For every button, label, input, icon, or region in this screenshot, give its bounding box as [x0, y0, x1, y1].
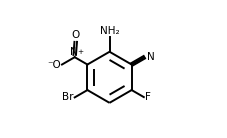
Text: +: +: [77, 49, 83, 55]
Text: N: N: [146, 52, 154, 62]
Text: ⁻O: ⁻O: [47, 59, 60, 70]
Text: Br: Br: [61, 92, 73, 102]
Text: O: O: [71, 30, 79, 40]
Text: NH₂: NH₂: [99, 26, 119, 36]
Text: F: F: [145, 92, 151, 102]
Text: N: N: [70, 47, 78, 57]
